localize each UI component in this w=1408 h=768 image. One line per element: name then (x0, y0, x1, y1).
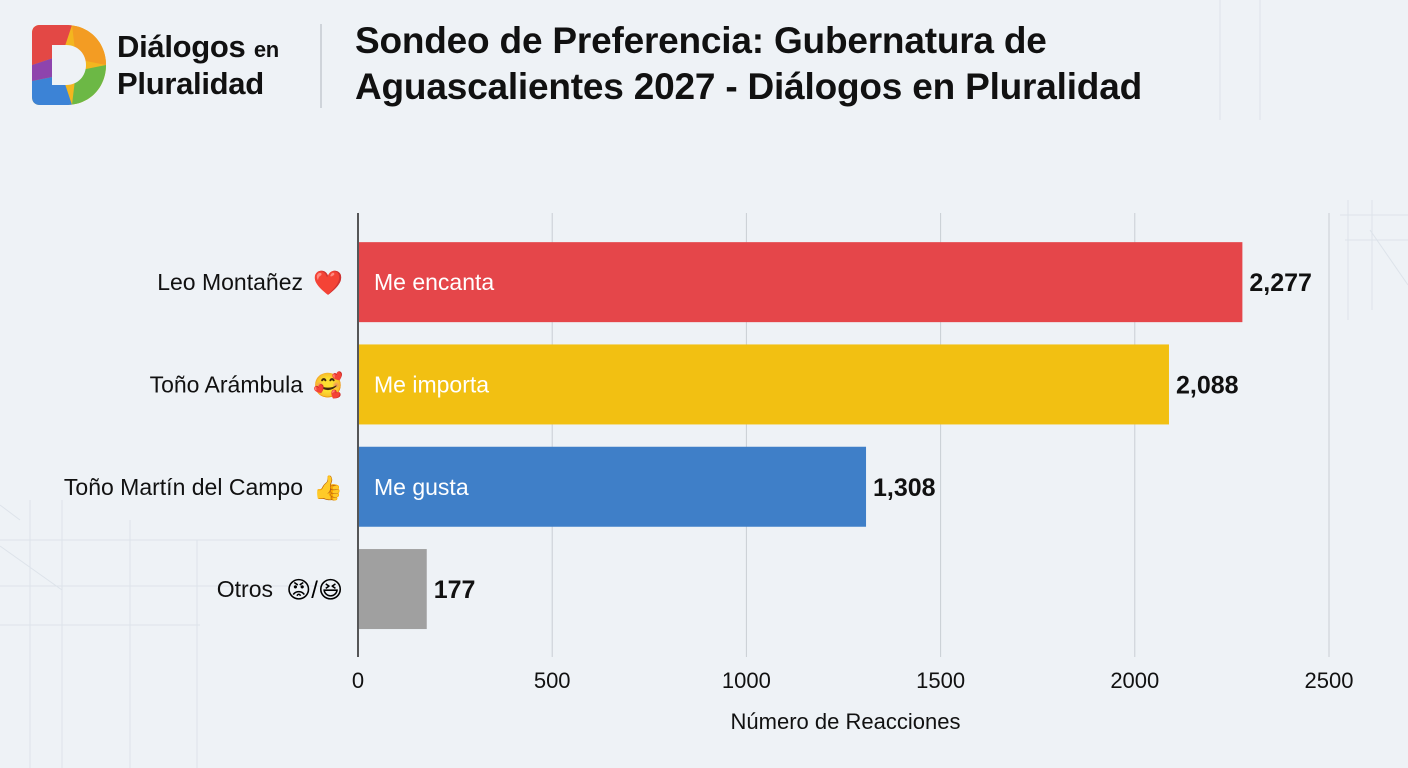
brand-name-line2: Pluralidad (117, 66, 264, 101)
bar-2 (359, 446, 867, 527)
x-tick-label: 2500 (1305, 668, 1354, 693)
bar-inner-label: Me importa (374, 371, 489, 397)
category-label: Toño Martín del Campo (64, 474, 303, 500)
bar-inner-label: Me encanta (374, 269, 494, 295)
bars (359, 242, 1243, 630)
x-tick-label: 1500 (916, 668, 965, 693)
title-line1: Sondeo de Preferencia: Gubernatura de (355, 20, 1047, 61)
red-heart-icon: ❤️ (313, 270, 343, 297)
x-tick-label: 500 (534, 668, 571, 693)
brand-name-small: en (253, 37, 279, 62)
value-label: 2,088 (1176, 371, 1239, 399)
category-label: Toño Arámbula (150, 371, 304, 397)
labels: 0 500 1000 1500 2000 2500 Me encanta 2,277 ❤️ Leo… (64, 269, 1354, 693)
value-label: 1,308 (873, 474, 936, 502)
value-label: 2,277 (1249, 269, 1312, 297)
brand-name: Diálogos en Pluralidad (117, 30, 279, 101)
x-tick-label: 0 (352, 668, 364, 693)
angry-and-laughing-face-icons: 😡/😆 (286, 577, 343, 604)
bar-3 (359, 549, 427, 630)
rainbow-d-logo-icon (32, 25, 106, 105)
brand-name-line1: Diálogos (117, 29, 246, 64)
x-tick-label: 1000 (722, 668, 771, 693)
thumbs-up-icon: 👍 (313, 474, 343, 502)
x-axis-title: Número de Reacciones (731, 709, 961, 734)
bar-0 (359, 242, 1243, 323)
category-label: Otros (217, 576, 273, 602)
page-title: Sondeo de Preferencia: Gubernatura de Ag… (355, 18, 1355, 110)
header-divider (320, 24, 322, 108)
bar-inner-label: Me gusta (374, 474, 469, 500)
header: Diálogos en Pluralidad Sondeo de Prefere… (0, 0, 1408, 130)
bar-1 (359, 344, 1169, 425)
title-line2: Aguascalientes 2027 - Diálogos en Plural… (355, 66, 1142, 107)
smiling-face-with-hearts-icon: 🥰 (313, 370, 343, 399)
value-label: 177 (434, 576, 476, 604)
category-label: Leo Montañez (157, 269, 303, 295)
x-tick-label: 2000 (1110, 668, 1159, 693)
